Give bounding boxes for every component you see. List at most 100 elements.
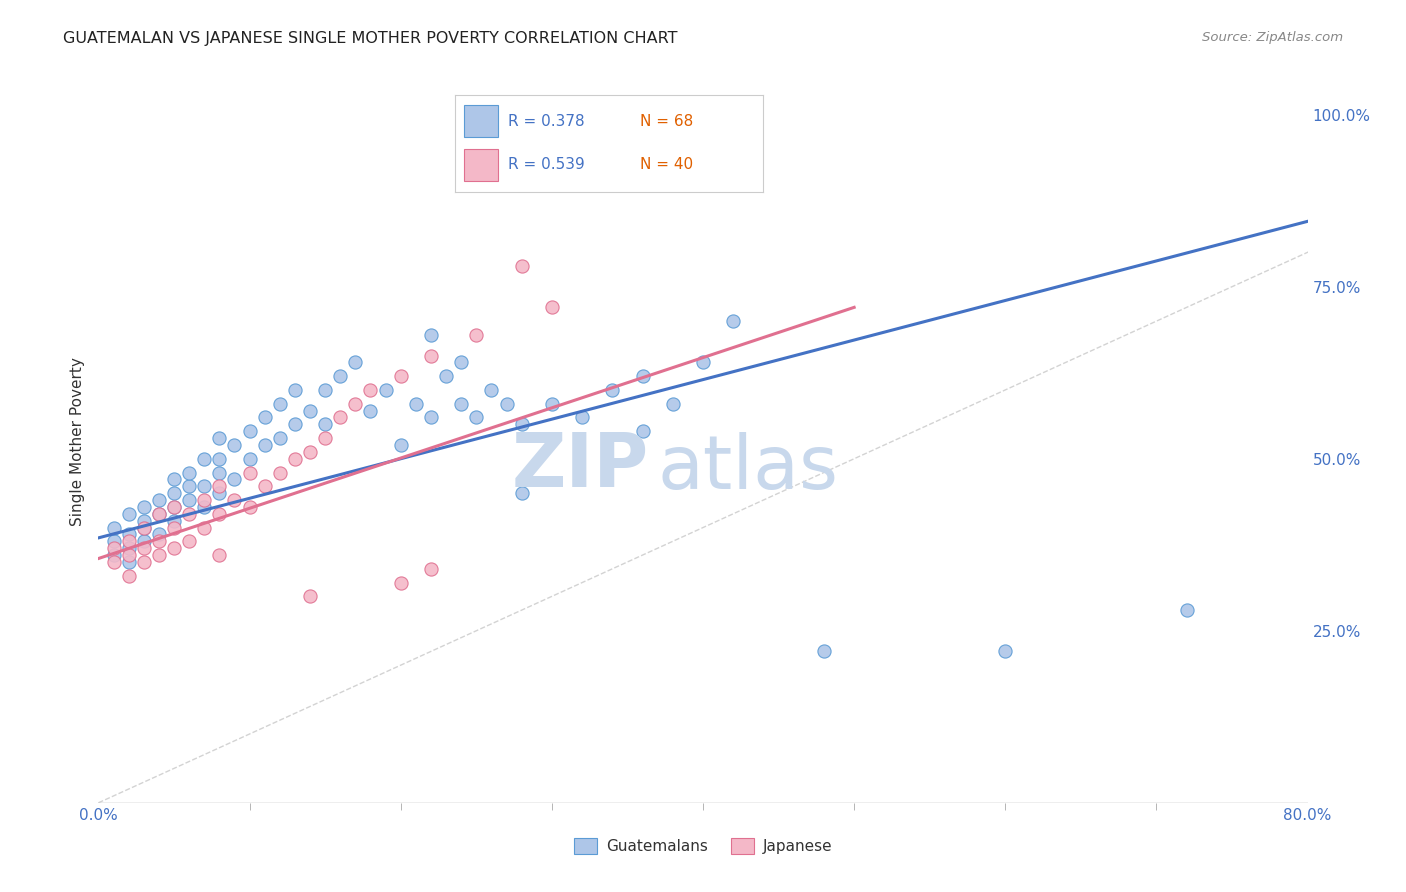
- Point: [360, 383, 382, 397]
- Point: [132, 520, 155, 534]
- Point: [299, 403, 322, 417]
- Point: [239, 451, 262, 466]
- Point: [103, 541, 125, 556]
- Point: [481, 383, 503, 397]
- Point: [344, 355, 367, 369]
- Point: [208, 507, 231, 521]
- Point: [994, 644, 1017, 658]
- Point: [571, 410, 593, 425]
- Point: [510, 259, 533, 273]
- Point: [163, 472, 186, 486]
- Point: [163, 520, 186, 534]
- Point: [1175, 603, 1198, 617]
- Point: [420, 327, 443, 342]
- Point: [420, 562, 443, 576]
- Point: [465, 327, 488, 342]
- Point: [103, 520, 125, 534]
- Point: [132, 514, 155, 528]
- Point: [692, 355, 714, 369]
- Point: [163, 486, 186, 500]
- Point: [224, 493, 246, 508]
- Point: [118, 534, 141, 549]
- Point: [118, 541, 141, 556]
- Point: [269, 466, 291, 480]
- Point: [224, 438, 246, 452]
- Point: [208, 486, 231, 500]
- Point: [179, 507, 201, 521]
- Point: [450, 355, 472, 369]
- Point: [132, 500, 155, 514]
- Point: [193, 500, 215, 514]
- Point: [208, 466, 231, 480]
- Point: [118, 548, 141, 562]
- Point: [148, 507, 170, 521]
- Text: atlas: atlas: [657, 433, 838, 506]
- Point: [314, 417, 336, 432]
- Point: [299, 445, 322, 459]
- Point: [329, 410, 352, 425]
- Point: [163, 500, 186, 514]
- Point: [269, 397, 291, 411]
- Point: [132, 520, 155, 534]
- Point: [179, 493, 201, 508]
- Point: [132, 534, 155, 549]
- Point: [208, 431, 231, 445]
- Point: [284, 417, 307, 432]
- Legend: Guatemalans, Japanese: Guatemalans, Japanese: [568, 832, 838, 860]
- Point: [193, 451, 215, 466]
- Point: [540, 301, 562, 315]
- Point: [661, 397, 683, 411]
- Point: [314, 431, 336, 445]
- Point: [450, 397, 472, 411]
- Point: [148, 534, 170, 549]
- Point: [103, 548, 125, 562]
- Point: [420, 410, 443, 425]
- Text: Source: ZipAtlas.com: Source: ZipAtlas.com: [1202, 31, 1343, 45]
- Point: [389, 575, 412, 590]
- Point: [179, 466, 201, 480]
- Point: [239, 424, 262, 438]
- Point: [224, 472, 246, 486]
- Point: [495, 397, 517, 411]
- Point: [284, 383, 307, 397]
- Point: [389, 438, 412, 452]
- Point: [299, 590, 322, 604]
- Point: [465, 410, 488, 425]
- Point: [253, 479, 276, 493]
- Point: [208, 548, 231, 562]
- Point: [329, 369, 352, 384]
- Point: [118, 555, 141, 569]
- Point: [510, 486, 533, 500]
- Point: [103, 555, 125, 569]
- Point: [148, 493, 170, 508]
- Point: [163, 500, 186, 514]
- Point: [193, 479, 215, 493]
- Point: [405, 397, 427, 411]
- Point: [179, 534, 201, 549]
- Point: [314, 383, 336, 397]
- Point: [631, 369, 654, 384]
- Point: [723, 314, 745, 328]
- Y-axis label: Single Mother Poverty: Single Mother Poverty: [69, 357, 84, 526]
- Point: [148, 507, 170, 521]
- Point: [118, 527, 141, 541]
- Point: [374, 383, 396, 397]
- Point: [813, 644, 835, 658]
- Point: [602, 383, 624, 397]
- Text: ZIP: ZIP: [512, 430, 648, 503]
- Point: [132, 555, 155, 569]
- Point: [253, 438, 276, 452]
- Point: [118, 568, 141, 582]
- Text: GUATEMALAN VS JAPANESE SINGLE MOTHER POVERTY CORRELATION CHART: GUATEMALAN VS JAPANESE SINGLE MOTHER POV…: [63, 31, 678, 46]
- Point: [193, 520, 215, 534]
- Point: [420, 349, 443, 363]
- Point: [389, 369, 412, 384]
- Point: [208, 451, 231, 466]
- Point: [631, 424, 654, 438]
- Point: [510, 417, 533, 432]
- Point: [193, 493, 215, 508]
- Point: [344, 397, 367, 411]
- Point: [148, 548, 170, 562]
- Point: [434, 369, 457, 384]
- Point: [148, 527, 170, 541]
